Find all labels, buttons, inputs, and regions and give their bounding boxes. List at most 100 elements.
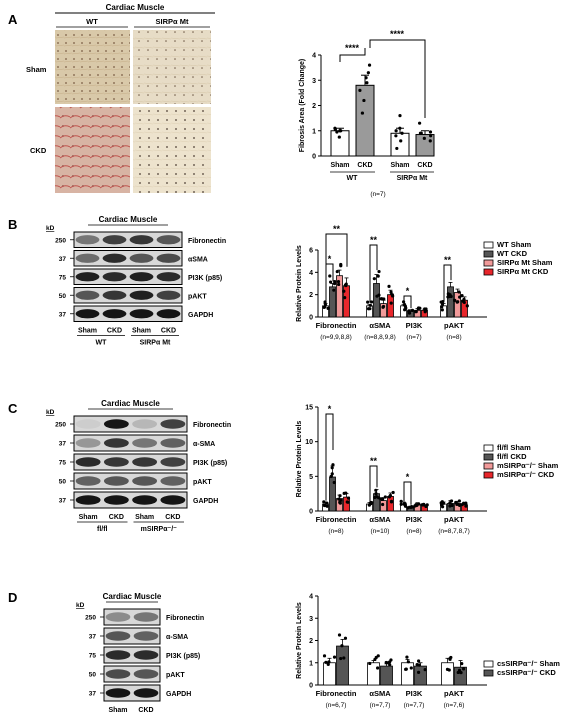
data-point (366, 71, 370, 75)
data-point (391, 490, 395, 495)
legend-label: SIRPα Mt Sham (497, 258, 553, 267)
blot-band (105, 669, 131, 679)
significance-label: ** (333, 224, 341, 234)
y-tick-label: 2 (309, 292, 313, 299)
y-tick-label: 3 (312, 78, 316, 85)
panel-b-letter: B (8, 217, 17, 232)
data-point (417, 502, 421, 506)
data-point (373, 495, 377, 500)
data-point (404, 667, 408, 671)
data-point (446, 292, 450, 296)
data-point (403, 304, 407, 308)
data-point (446, 295, 450, 299)
y-tick-label: 5 (309, 474, 313, 481)
significance-bracket (325, 263, 334, 302)
data-point (333, 126, 337, 130)
legend-swatch (483, 241, 494, 249)
lane-label: Sham (108, 707, 127, 713)
data-point (387, 284, 391, 288)
data-point (379, 497, 383, 501)
data-point (456, 300, 460, 304)
x-tick-label: PI3K (406, 515, 423, 524)
data-point (389, 499, 394, 503)
x-tick-label: pAKT (444, 515, 464, 524)
data-point (414, 310, 418, 314)
bar (373, 283, 380, 318)
blot-band (103, 476, 129, 486)
panel-a-header: Cardiac Muscle (106, 3, 165, 12)
x-tick-label: αSMA (369, 515, 391, 524)
x-tick-label: PI3K (406, 321, 423, 330)
data-point (410, 308, 415, 312)
data-point (383, 495, 387, 499)
data-point (340, 644, 344, 648)
data-point (326, 306, 330, 310)
significance-bracket (443, 264, 452, 302)
group-label: WT (347, 175, 359, 182)
data-point (455, 502, 459, 506)
data-point (332, 288, 336, 292)
data-point (406, 660, 410, 664)
data-point (338, 129, 342, 133)
legend-label: mSIRPα⁻/⁻ Sham (497, 461, 559, 470)
bar (387, 294, 394, 318)
data-point (458, 295, 462, 299)
y-axis-label: Fibrosis Area (Fold Change) (299, 59, 306, 152)
data-point (409, 666, 413, 670)
lane-label: CKD (138, 707, 153, 713)
n-label: (n=8) (406, 528, 421, 535)
data-point (335, 130, 339, 134)
data-point (400, 131, 404, 135)
blot-band (75, 457, 101, 467)
significance-label: **** (390, 29, 405, 39)
panel-a-col-label-wt: WT (86, 17, 98, 26)
data-point (384, 660, 388, 665)
n-label: (n=7) (406, 334, 421, 341)
data-point (388, 660, 392, 664)
blot-band (132, 457, 158, 467)
lane-label: CKD (165, 514, 180, 521)
data-point (457, 503, 462, 507)
blot-band (160, 419, 186, 429)
data-point (416, 670, 421, 674)
data-point (374, 492, 378, 496)
blot-band (102, 253, 127, 263)
x-tick-label: Sham (330, 162, 349, 169)
data-point (330, 466, 334, 470)
data-point (418, 121, 422, 125)
marker-label: 75 (59, 274, 67, 281)
blot-band (156, 235, 181, 245)
kd-label: kD (76, 602, 85, 609)
blot-band (75, 495, 101, 505)
kd-label: kD (46, 409, 55, 416)
y-tick-label: 2 (312, 103, 316, 110)
group-label: fl/fl (97, 526, 108, 533)
legend-label: csSIRPα⁻/⁻ CKD (497, 668, 556, 677)
data-point (448, 504, 452, 508)
data-point (337, 135, 341, 139)
data-point (429, 134, 433, 138)
blot-header: Cardiac Muscle (101, 399, 160, 408)
data-point (342, 289, 346, 293)
y-tick-label: 1 (309, 660, 313, 667)
data-point (399, 502, 403, 506)
blot-band (75, 253, 100, 263)
data-point (380, 297, 384, 301)
data-point (398, 126, 402, 130)
blot-band (105, 688, 131, 698)
panel-a-row-label-sham: Sham (26, 65, 47, 74)
blot-band (103, 495, 129, 505)
panel-a-row-label-ckd: CKD (30, 146, 47, 155)
data-point (428, 139, 432, 143)
data-point (374, 488, 378, 492)
panel-d-letter: D (8, 590, 17, 605)
data-point (419, 131, 423, 135)
data-point (462, 297, 466, 301)
blot-band (132, 495, 158, 505)
data-point (370, 300, 374, 304)
significance-bracket (369, 244, 378, 303)
data-point (358, 88, 362, 92)
bar (447, 286, 454, 318)
legend-swatch (483, 462, 494, 470)
legend-swatch (483, 669, 494, 677)
